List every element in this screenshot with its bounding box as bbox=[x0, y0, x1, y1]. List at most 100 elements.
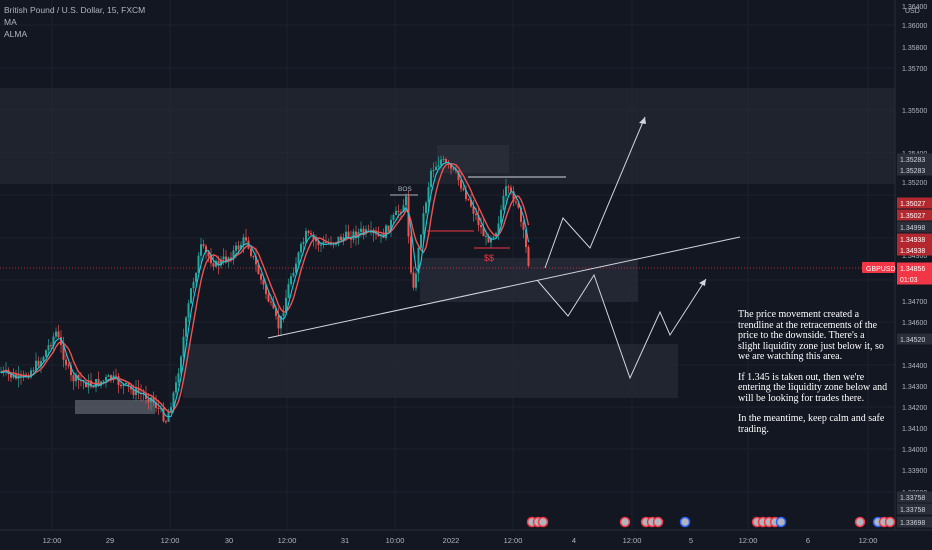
projection-down[interactable] bbox=[536, 273, 707, 380]
candle-body bbox=[312, 234, 315, 240]
candle-body bbox=[285, 297, 287, 314]
candle-body bbox=[487, 235, 490, 243]
candle-body bbox=[297, 252, 300, 264]
candle-body bbox=[12, 374, 15, 378]
candle-body bbox=[490, 237, 492, 243]
candle-body bbox=[75, 374, 77, 382]
note-paragraph: In the meantime, keep calm and safe trad… bbox=[738, 413, 885, 435]
candle-body bbox=[410, 236, 412, 273]
candle-body bbox=[420, 234, 422, 248]
svg-text:1.35027: 1.35027 bbox=[900, 201, 925, 208]
candle-body bbox=[115, 375, 117, 377]
time-label: 4 bbox=[572, 536, 576, 545]
candle-body bbox=[120, 384, 122, 387]
candle-body bbox=[265, 284, 267, 295]
candle-body bbox=[512, 191, 515, 202]
candle-body bbox=[45, 350, 47, 357]
candle-body bbox=[152, 397, 155, 403]
candle-body bbox=[192, 281, 195, 289]
candle-body bbox=[315, 239, 317, 242]
price-label: 1.36400 bbox=[902, 4, 927, 11]
zone-small-top[interactable] bbox=[437, 145, 509, 173]
candle-body bbox=[322, 241, 325, 245]
candle-body bbox=[260, 274, 262, 280]
candle-body bbox=[220, 259, 222, 266]
candle-body bbox=[337, 236, 340, 243]
candle-body bbox=[190, 288, 192, 304]
candle-body bbox=[472, 206, 475, 214]
candle-body bbox=[72, 375, 75, 382]
price-label: 1.35200 bbox=[902, 180, 927, 187]
candle-body bbox=[172, 392, 175, 408]
candle-body bbox=[375, 233, 377, 235]
candle-body bbox=[377, 233, 380, 237]
candle-body bbox=[147, 398, 150, 402]
event-flag-icon bbox=[679, 516, 691, 528]
candle-body bbox=[232, 250, 235, 260]
candle-body bbox=[217, 260, 220, 266]
candle-body bbox=[275, 308, 277, 316]
svg-text:1.34856: 1.34856 bbox=[900, 266, 925, 273]
candle-body bbox=[62, 345, 65, 360]
alma-line bbox=[0, 161, 530, 418]
demand-zone-left[interactable] bbox=[75, 400, 155, 414]
time-label: 12:00 bbox=[859, 536, 878, 545]
indicator-alma[interactable]: ALMA bbox=[4, 29, 28, 39]
time-axis[interactable]: 12:00 29 12:00 30 12:00 31 10:00 2022 12:00 4 12:0… bbox=[43, 536, 878, 545]
projection-down-arrowhead bbox=[699, 279, 706, 286]
candle-body bbox=[505, 186, 507, 196]
projection-up[interactable] bbox=[544, 116, 646, 269]
svg-text:1.35027: 1.35027 bbox=[900, 213, 925, 220]
time-label: 30 bbox=[225, 536, 233, 545]
svg-text:1.34520: 1.34520 bbox=[900, 337, 925, 344]
candle-body bbox=[267, 294, 270, 302]
svg-text:1.33758: 1.33758 bbox=[900, 495, 925, 502]
candle-body bbox=[240, 244, 242, 249]
price-tag: 1.34520 bbox=[897, 333, 932, 345]
candle-body bbox=[77, 374, 80, 381]
price-tag: 1.34998 bbox=[897, 221, 932, 233]
time-label: 2022 bbox=[443, 536, 460, 545]
candle-body bbox=[200, 244, 202, 256]
candle-body bbox=[235, 245, 237, 251]
price-tag: 1.34938 bbox=[897, 233, 932, 245]
liquidity-zone-below[interactable] bbox=[183, 344, 678, 398]
candle-body bbox=[187, 303, 190, 318]
candle-body bbox=[482, 227, 485, 237]
candle-body bbox=[475, 213, 477, 216]
candle-body bbox=[70, 365, 72, 376]
candle-body bbox=[55, 331, 57, 337]
candle-body bbox=[230, 257, 232, 260]
candle-body bbox=[317, 241, 320, 246]
trendline[interactable] bbox=[267, 236, 741, 339]
candle-body bbox=[175, 382, 177, 393]
candle-body bbox=[32, 370, 35, 372]
candle-body bbox=[397, 210, 400, 212]
indicator-ma[interactable]: MA bbox=[4, 17, 17, 27]
candle-body bbox=[325, 241, 327, 243]
candle-body bbox=[35, 360, 37, 371]
candle-body bbox=[242, 237, 245, 245]
candle-body bbox=[417, 247, 420, 274]
price-label: 1.35700 bbox=[902, 66, 927, 73]
candle-body bbox=[422, 213, 425, 235]
symbol-title[interactable]: British Pound / U.S. Dollar, 15, FXCM bbox=[4, 5, 146, 15]
candle-body bbox=[360, 228, 362, 232]
price-tags: 1.35283 1.35283 1.35027 1.35027 1.34998 1.349… bbox=[897, 153, 932, 528]
candle-body bbox=[17, 374, 20, 379]
price-label: 1.34300 bbox=[902, 384, 927, 391]
svg-text:1.34938: 1.34938 bbox=[900, 237, 925, 244]
candle-body bbox=[37, 360, 40, 367]
price-tag: 01:03 bbox=[897, 273, 932, 285]
candle-body bbox=[510, 187, 512, 192]
price-label: 1.33900 bbox=[902, 468, 927, 475]
candle-body bbox=[207, 252, 210, 257]
time-label: 6 bbox=[806, 536, 810, 545]
currency-label: USD bbox=[905, 8, 920, 15]
candle-body bbox=[210, 256, 212, 264]
economic-event-flags[interactable] bbox=[526, 516, 896, 528]
candle-body bbox=[237, 245, 240, 249]
analysis-note[interactable]: The price movement created a trendline a… bbox=[738, 309, 888, 445]
price-tag: 1.33698 bbox=[897, 516, 932, 528]
